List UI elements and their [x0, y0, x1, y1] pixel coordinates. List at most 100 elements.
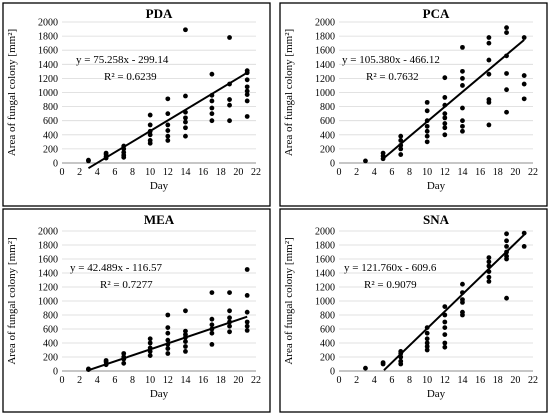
data-point — [165, 96, 171, 102]
panel-border — [2, 2, 271, 207]
data-point — [460, 76, 465, 81]
data-point — [147, 132, 153, 138]
data-point — [521, 96, 527, 102]
data-point — [486, 279, 492, 284]
x-tick-label: 18 — [493, 375, 503, 386]
y-axis-title: Area of fungal colony [mm²] — [283, 237, 295, 364]
data-point — [442, 340, 448, 346]
data-point — [183, 125, 188, 131]
panel-border — [279, 208, 548, 413]
data-point — [398, 146, 404, 152]
data-point — [486, 274, 492, 280]
x-tick-label: 22 — [528, 167, 538, 178]
data-point — [183, 133, 188, 139]
data-point — [380, 360, 386, 365]
x-tick-label: 2 — [77, 167, 82, 178]
data-point — [380, 150, 386, 156]
x-tick-label: 14 — [180, 375, 190, 386]
y-tick-label: 0 — [53, 159, 58, 170]
y-tick-label: 1400 — [315, 269, 335, 280]
data-point — [504, 295, 509, 301]
trendline — [88, 315, 248, 372]
y-tick-label: 1200 — [38, 283, 58, 294]
x-tick-label: 4 — [95, 167, 100, 178]
data-point — [165, 111, 171, 117]
panel-pda: 0 200 400 600 800 1000 1200 1400 1600 1800 2000 0 2 4… — [2, 2, 271, 207]
data-point — [521, 230, 527, 236]
data-point — [244, 309, 250, 315]
data-point — [424, 330, 430, 336]
x-tick-label: 22 — [251, 375, 261, 386]
y-tick-label: 1800 — [315, 32, 335, 43]
data-point — [209, 290, 215, 295]
y-tick-label: 800 — [320, 102, 335, 113]
x-tick-label: 16 — [198, 375, 208, 386]
x-tick-label: 10 — [422, 167, 432, 178]
panel-border — [279, 2, 548, 207]
data-point — [244, 84, 250, 90]
data-point — [504, 30, 509, 35]
data-point — [227, 35, 232, 40]
data-point — [442, 325, 448, 330]
x-tick-label: 18 — [216, 375, 226, 386]
x-tick-label: 8 — [130, 167, 135, 178]
x-tick-label: 18 — [493, 167, 503, 178]
x-tick-label: 6 — [112, 375, 117, 386]
data-point — [183, 344, 188, 349]
data-point — [504, 231, 509, 237]
data-point — [424, 340, 430, 346]
x-tick-label: 16 — [475, 167, 485, 178]
y-tick-label: 0 — [330, 367, 335, 378]
data-point — [521, 81, 527, 87]
y-tick-label: 400 — [320, 130, 335, 141]
panel-pca: 0 200 400 600 800 1000 1200 1400 1600 1800 2000 0 2 4… — [279, 2, 548, 207]
data-point — [460, 44, 465, 50]
y-axis-title: Area of fungal colony [mm²] — [6, 237, 18, 364]
data-point — [147, 340, 153, 346]
data-point — [147, 112, 153, 118]
data-point — [244, 323, 250, 329]
y-tick-label: 600 — [320, 325, 335, 336]
data-point — [227, 118, 232, 124]
data-point — [165, 128, 171, 133]
y-tick-label: 200 — [43, 144, 58, 155]
x-tick-label: 6 — [112, 167, 117, 178]
data-point — [209, 342, 215, 347]
data-point — [86, 157, 91, 163]
data-point — [460, 68, 465, 74]
x-tick-label: 4 — [95, 375, 100, 386]
y-tick-label: 400 — [43, 339, 58, 350]
data-point — [486, 57, 492, 63]
x-tick-label: 6 — [389, 375, 394, 386]
x-tick-label: 14 — [457, 167, 467, 178]
data-point — [486, 255, 492, 260]
data-point — [165, 122, 171, 128]
y-tick-label: 800 — [320, 311, 335, 322]
data-point — [486, 35, 492, 40]
data-point — [442, 132, 448, 138]
data-point — [244, 68, 250, 74]
data-point — [504, 244, 509, 249]
data-point — [424, 139, 430, 145]
data-point — [103, 150, 109, 156]
r-squared-label: R² = 0.9079 — [364, 279, 417, 291]
y-tick-label: 1000 — [315, 297, 335, 308]
x-axis-title: Day — [150, 388, 169, 400]
data-point — [147, 353, 153, 358]
panel-title: MEA — [144, 212, 175, 227]
data-point — [504, 238, 509, 244]
data-point — [121, 360, 127, 366]
y-tick-label: 1000 — [315, 88, 335, 99]
data-point — [504, 71, 509, 76]
data-point — [504, 253, 509, 259]
x-tick-label: 20 — [233, 375, 243, 386]
x-tick-label: 18 — [216, 167, 226, 178]
data-point — [521, 244, 527, 249]
x-tick-label: 10 — [145, 167, 155, 178]
x-tick-label: 20 — [510, 375, 520, 386]
data-point — [147, 122, 153, 128]
y-tick-label: 2000 — [315, 227, 335, 238]
y-tick-label: 1400 — [38, 269, 58, 280]
panel-title: SNA — [423, 212, 450, 227]
